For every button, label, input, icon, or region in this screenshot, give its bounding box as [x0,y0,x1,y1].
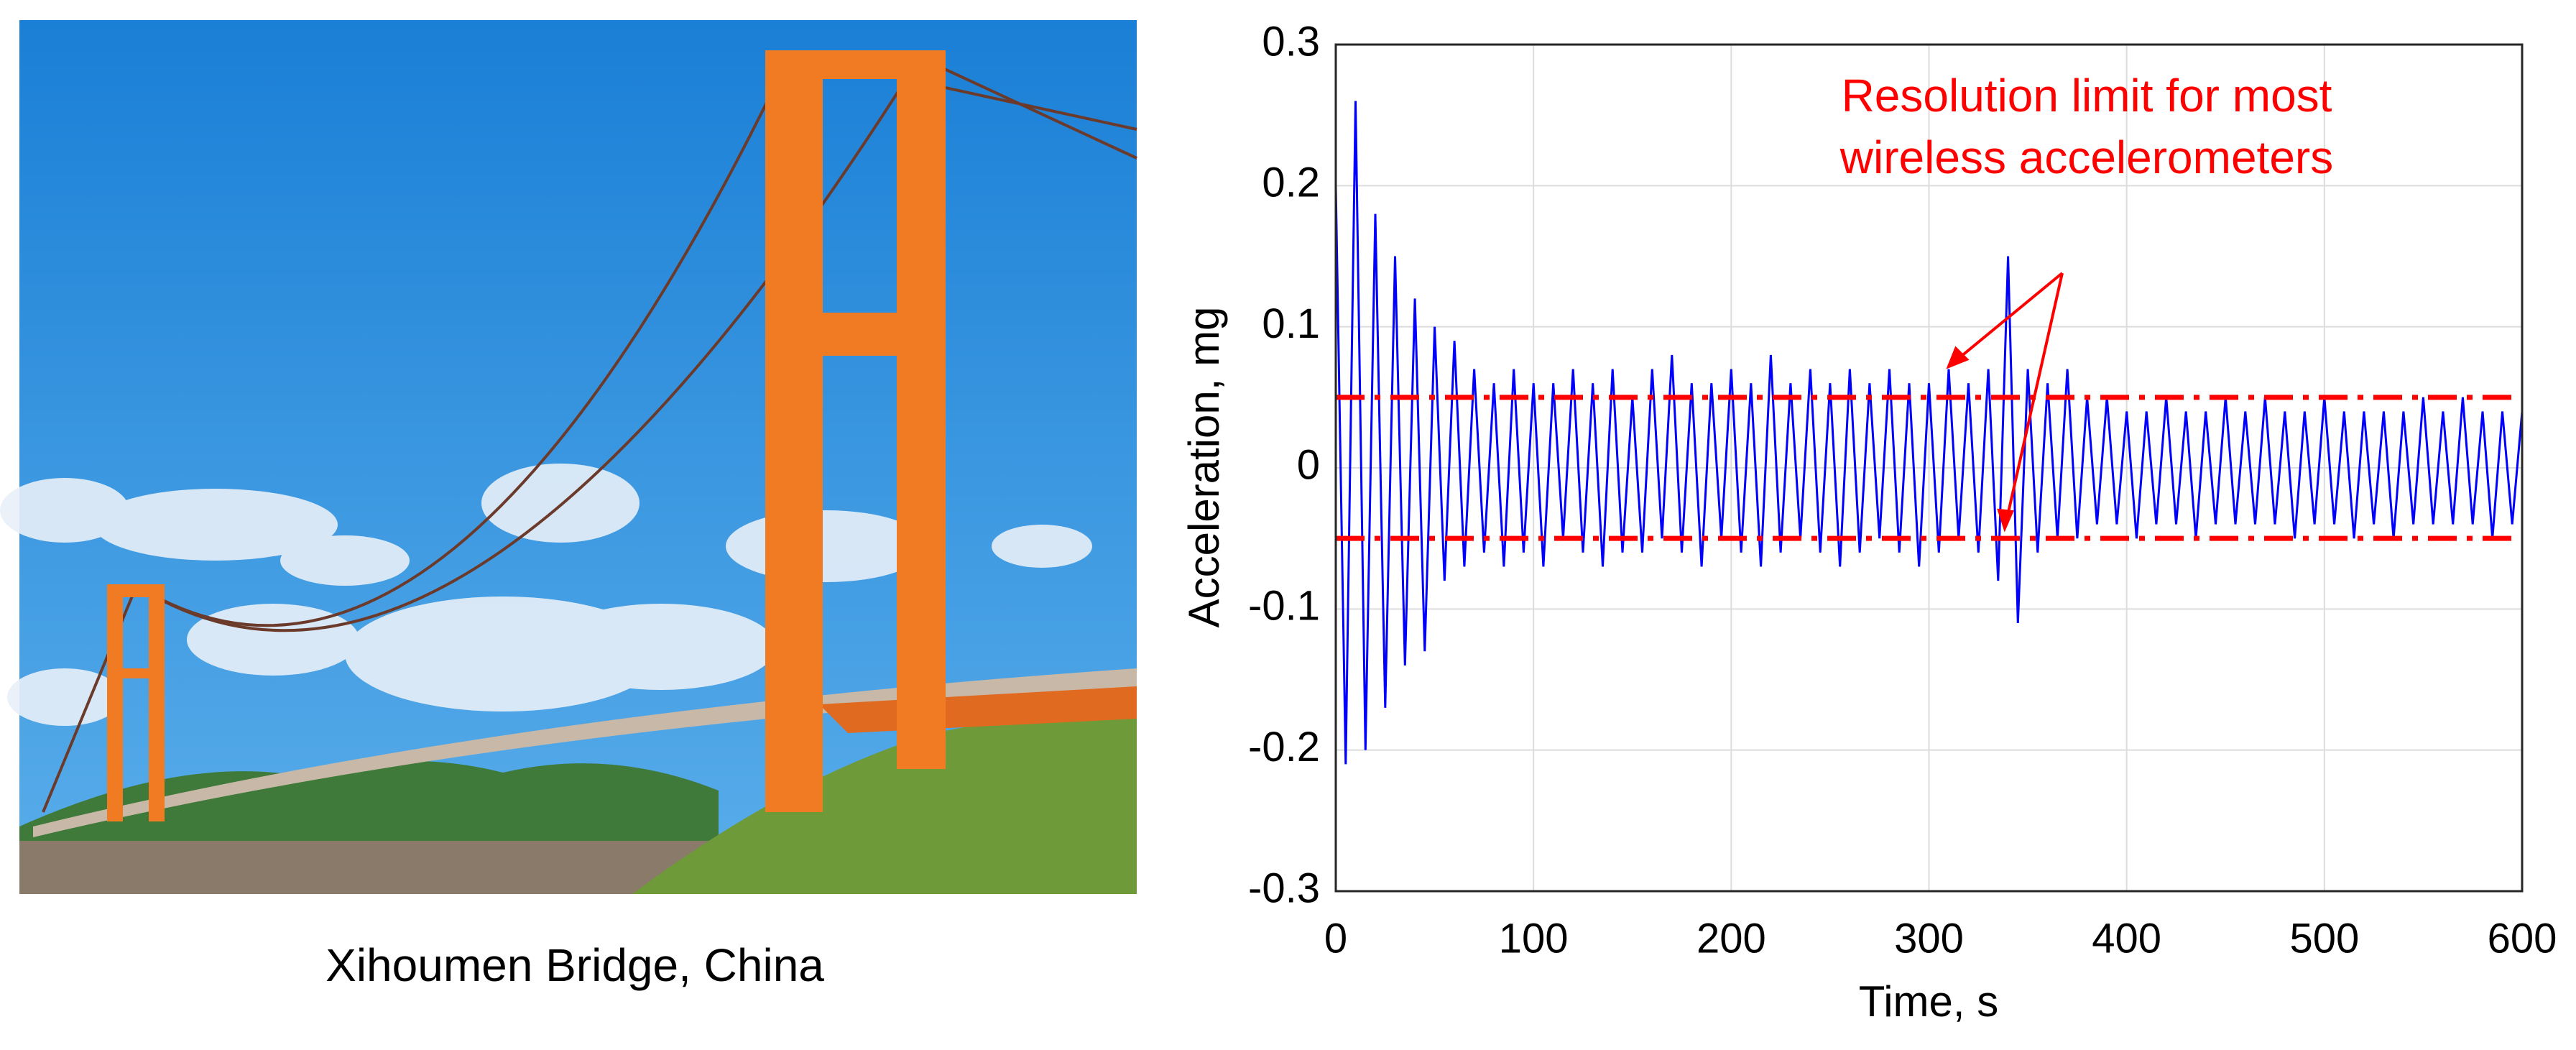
y-tick-label: 0.1 [1262,300,1320,347]
plot-frame [1334,43,2524,893]
y-tick-label: -0.2 [1248,724,1320,770]
x-axis-title: Time, s [1859,977,1998,1026]
y-tick-label: 0 [1297,441,1320,488]
annotation-text: Resolution limit for most [1842,70,2332,121]
y-axis-title: Acceleration, mg [1180,307,1228,628]
bridge-photo [0,20,1137,894]
x-tick-label: 600 [2488,915,2557,962]
x-tick-label: 200 [1696,915,1766,962]
x-tick-label: 0 [1324,915,1347,962]
y-tick-label: 0.2 [1262,160,1320,206]
x-tick-label: 400 [2092,915,2161,962]
annotation-arrows [1946,272,2064,533]
y-tick-label: -0.1 [1248,583,1320,630]
x-tick-label: 300 [1894,915,1964,962]
x-tick-label: 500 [2289,915,2359,962]
x-tick-label: 100 [1499,915,1569,962]
y-tick-label: -0.3 [1248,865,1320,911]
y-tick-label: 0.3 [1262,18,1320,65]
photo-caption: Xihoumen Bridge, China [326,939,824,991]
annotation-text: wireless accelerometers [1839,132,2333,183]
